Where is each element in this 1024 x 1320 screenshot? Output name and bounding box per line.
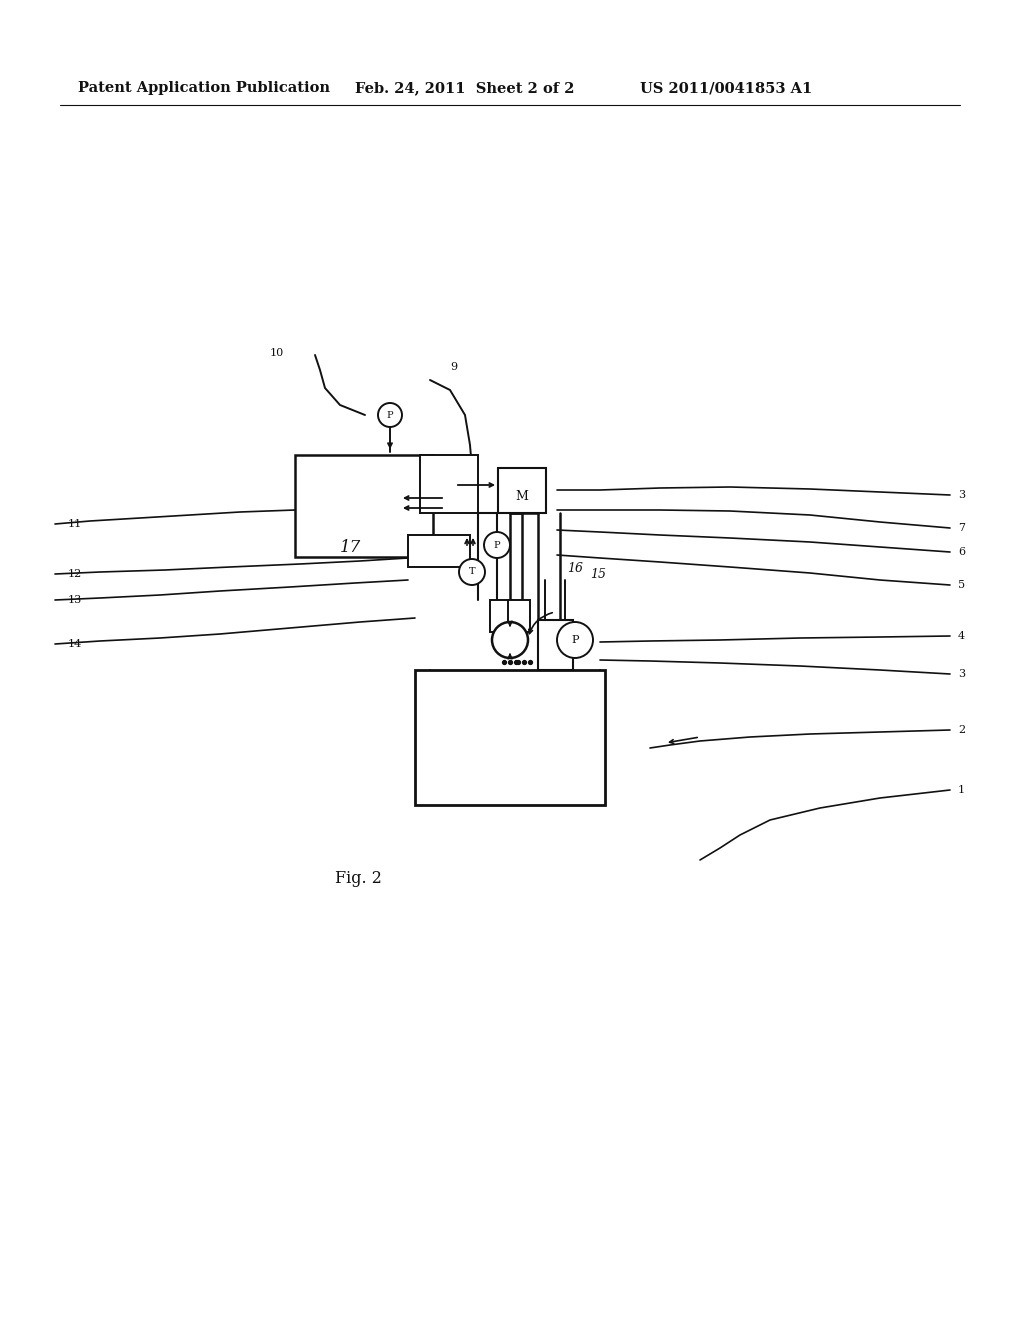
Text: P: P bbox=[494, 540, 501, 549]
Bar bbox=[508, 601, 530, 632]
Text: 16: 16 bbox=[567, 561, 583, 574]
Bar bbox=[538, 620, 573, 671]
Text: 13: 13 bbox=[68, 595, 82, 605]
Bar bbox=[295, 455, 433, 557]
Text: Patent Application Publication: Patent Application Publication bbox=[78, 81, 330, 95]
Text: 3: 3 bbox=[958, 669, 966, 678]
Text: Fig. 2: Fig. 2 bbox=[335, 870, 382, 887]
Bar bbox=[420, 455, 478, 513]
Circle shape bbox=[492, 622, 528, 657]
Bar bbox=[498, 469, 546, 513]
Text: 7: 7 bbox=[958, 523, 965, 533]
Text: 12: 12 bbox=[68, 569, 82, 579]
Text: 17: 17 bbox=[340, 540, 361, 557]
Text: 10: 10 bbox=[270, 348, 285, 358]
Text: 2: 2 bbox=[958, 725, 966, 735]
Text: US 2011/0041853 A1: US 2011/0041853 A1 bbox=[640, 81, 812, 95]
Text: Feb. 24, 2011  Sheet 2 of 2: Feb. 24, 2011 Sheet 2 of 2 bbox=[355, 81, 574, 95]
Text: 9: 9 bbox=[450, 362, 457, 372]
Text: 6: 6 bbox=[958, 546, 966, 557]
Text: T: T bbox=[469, 568, 475, 577]
Circle shape bbox=[378, 403, 402, 426]
Bar bbox=[415, 671, 605, 805]
Text: 15: 15 bbox=[590, 569, 606, 582]
Text: 1: 1 bbox=[958, 785, 966, 795]
Text: P: P bbox=[387, 411, 393, 420]
Text: M: M bbox=[515, 491, 528, 503]
Text: 5: 5 bbox=[958, 579, 966, 590]
Text: 14: 14 bbox=[68, 639, 82, 649]
Text: 3: 3 bbox=[958, 490, 966, 500]
Circle shape bbox=[557, 622, 593, 657]
Bar bbox=[408, 535, 470, 568]
Text: P: P bbox=[571, 635, 579, 645]
Bar bbox=[490, 601, 512, 632]
Circle shape bbox=[484, 532, 510, 558]
Text: 11: 11 bbox=[68, 519, 82, 529]
Circle shape bbox=[459, 558, 485, 585]
Text: 4: 4 bbox=[958, 631, 966, 642]
